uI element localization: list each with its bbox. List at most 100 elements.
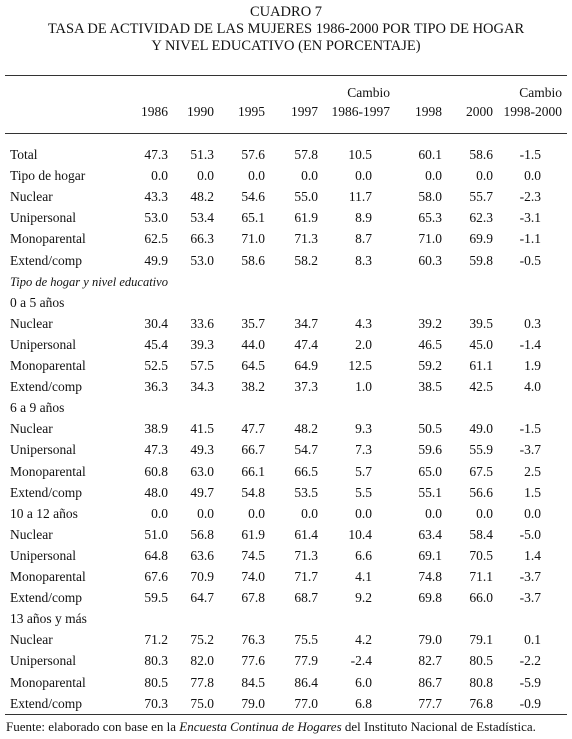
cell: 63.4: [418, 526, 442, 542]
cell: 76.8: [469, 695, 493, 711]
cell: -5.0: [519, 526, 541, 542]
cell: 71.0: [241, 231, 265, 247]
cell: 55.1: [418, 484, 442, 500]
title-line: Y NIVEL EDUCATIVO (EN PORCENTAJE): [151, 38, 421, 54]
row-label: Unipersonal: [10, 653, 76, 669]
cell: 77.6: [241, 653, 265, 669]
cell: 0.0: [355, 505, 372, 521]
row-label: Extend/comp: [10, 484, 82, 500]
cell: 55.9: [469, 442, 493, 458]
cell: 0.0: [248, 168, 265, 184]
cell: 59.6: [418, 442, 442, 458]
cell: 53.4: [190, 210, 214, 226]
cell: -3.7: [519, 590, 541, 606]
cell: 71.3: [294, 231, 318, 247]
row-label: Unipersonal: [10, 442, 76, 458]
cell: 48.0: [144, 484, 168, 500]
cell: 58.2: [294, 252, 318, 268]
footer-source: Encuesta Continua de Hogares: [179, 719, 342, 734]
cell: 11.7: [348, 189, 372, 205]
cell: 71.7: [294, 569, 318, 584]
cell: 0.0: [301, 168, 318, 184]
cell: 56.6: [469, 484, 493, 500]
rule: [5, 133, 567, 134]
cell: 1.9: [524, 358, 541, 373]
cell: 66.7: [241, 442, 265, 458]
cell: 49.0: [469, 421, 493, 437]
cell: 54.8: [241, 484, 265, 500]
cell: 56.8: [190, 526, 214, 542]
cell: 33.6: [190, 315, 214, 331]
cell: 1.4: [524, 547, 541, 563]
cell: 9.3: [355, 421, 372, 437]
cell: 0.0: [197, 505, 214, 521]
cell: 79.0: [241, 695, 265, 711]
row-label: Monoparental: [10, 358, 86, 373]
cell: 0.0: [476, 168, 493, 184]
column-header: Cambio: [347, 85, 390, 100]
cell: 38.2: [241, 379, 265, 395]
cell: -0.5: [519, 252, 541, 268]
cell: 80.5: [144, 674, 168, 690]
cell: 30.4: [144, 315, 168, 331]
cell: 0.0: [301, 505, 318, 521]
cell: 12.5: [348, 358, 372, 373]
cell: 5.5: [355, 484, 372, 500]
cell: 79.0: [418, 632, 442, 648]
cell: 4.2: [355, 632, 372, 648]
cell: 84.5: [241, 674, 265, 690]
cell: 57.5: [190, 358, 214, 373]
row-label: Unipersonal: [10, 210, 76, 226]
cell: 39.3: [190, 336, 214, 352]
cell: 86.4: [294, 674, 318, 690]
cell: 52.5: [144, 358, 168, 373]
cell: 47.7: [241, 421, 265, 437]
cell: 4.3: [355, 315, 372, 331]
cell: -2.3: [519, 189, 541, 205]
cell: 82.0: [190, 653, 214, 669]
cell: 76.3: [241, 632, 265, 648]
cell: 8.3: [355, 252, 372, 268]
cell: -0.9: [519, 695, 541, 711]
cell: 10.5: [348, 147, 372, 162]
row-label: Nuclear: [10, 315, 53, 331]
cell: 0.0: [524, 168, 541, 184]
cell: 48.2: [294, 421, 318, 437]
cell: 0.0: [151, 168, 168, 184]
cell: 44.0: [241, 336, 265, 352]
cell: 46.5: [418, 336, 442, 352]
cell: 0.0: [197, 168, 214, 184]
cell: 70.3: [144, 695, 168, 711]
cell: 8.7: [355, 231, 372, 247]
cell: 60.3: [418, 252, 442, 268]
cell: 43.3: [144, 189, 168, 205]
cell: 80.8: [469, 674, 493, 690]
cell: 69.1: [418, 547, 442, 563]
cell: 61.9: [241, 526, 265, 542]
cell: 38.9: [144, 421, 168, 437]
cell: 71.0: [418, 231, 442, 247]
row-label: Monoparental: [10, 674, 86, 690]
cell: 4.0: [524, 379, 541, 395]
cell: 59.8: [469, 252, 493, 268]
cell: -2.2: [519, 653, 541, 669]
cell: 34.7: [294, 315, 318, 331]
cell: 47.4: [294, 336, 318, 352]
cell: -1.4: [519, 336, 541, 352]
row-label: Nuclear: [10, 189, 53, 205]
title-line: TASA DE ACTIVIDAD DE LAS MUJERES 1986-20…: [47, 21, 525, 37]
cell: 65.1: [241, 210, 265, 226]
cell: 80.5: [469, 653, 493, 669]
cell: 64.7: [190, 590, 214, 606]
cell: 70.9: [190, 569, 214, 584]
cell: 54.6: [241, 189, 265, 205]
cell: 45.4: [144, 336, 168, 352]
cell: 74.0: [241, 569, 265, 584]
cell: 63.0: [190, 463, 214, 479]
cell: 65.0: [418, 463, 442, 479]
row-label: Extend/comp: [10, 590, 82, 606]
cell: 57.8: [294, 147, 318, 162]
cell: 2.0: [355, 336, 372, 352]
footer-text: Fuente: elaborado con base en la: [6, 719, 180, 734]
